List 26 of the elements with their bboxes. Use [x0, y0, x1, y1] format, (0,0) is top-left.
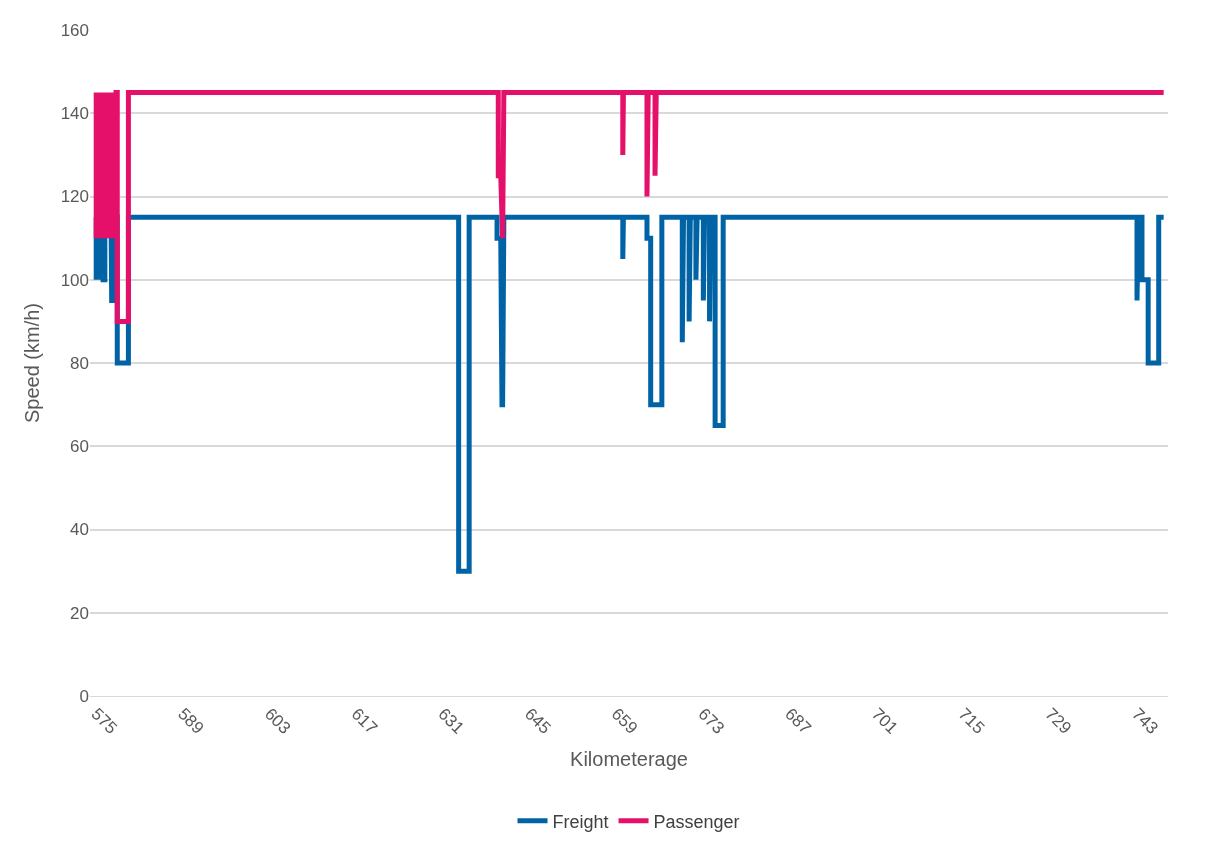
- y-tick-label: 40: [70, 520, 89, 540]
- x-tick-label: 603: [260, 704, 295, 738]
- x-tick-label: 715: [954, 704, 989, 738]
- x-tick-label: 687: [781, 704, 815, 738]
- y-tick-label: 0: [79, 686, 89, 706]
- y-tick-label: 100: [60, 270, 89, 290]
- x-tick-label: 631: [434, 704, 468, 738]
- y-tick-label: 80: [70, 353, 89, 373]
- y-axis-title: Speed (km/h): [21, 302, 44, 424]
- y-tick-label: 120: [60, 187, 89, 207]
- y-tick-label: 60: [70, 437, 89, 457]
- y-tick-label: 160: [60, 20, 89, 40]
- legend-label: Freight: [552, 811, 609, 832]
- x-tick-label: 617: [347, 704, 382, 738]
- x-tick-label: 645: [521, 704, 555, 738]
- legend-label: Passenger: [653, 811, 740, 832]
- y-tick-label: 140: [60, 104, 89, 124]
- x-tick-label: 743: [1128, 704, 1162, 738]
- x-tick-label: 575: [87, 704, 121, 738]
- x-tick-label: 701: [867, 704, 902, 738]
- y-tick-label: 20: [70, 603, 89, 623]
- x-tick-label: 659: [607, 704, 642, 738]
- x-tick-label: 589: [174, 704, 208, 738]
- x-tick-label: 673: [694, 704, 728, 738]
- x-tick-label: 729: [1041, 704, 1075, 738]
- x-axis-title: Kilometerage: [570, 748, 688, 771]
